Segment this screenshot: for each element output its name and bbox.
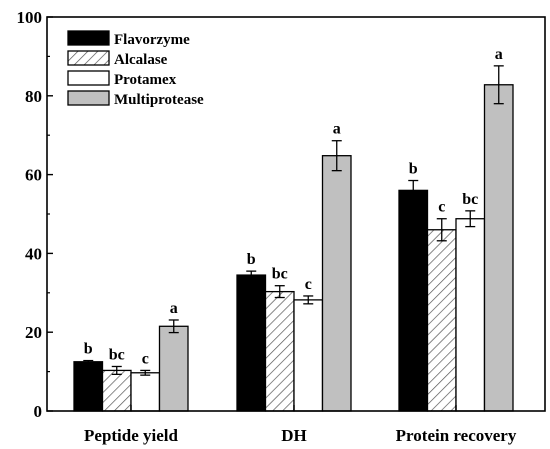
x-tick-label: DH — [281, 426, 307, 445]
bar-flavorzyme — [73, 361, 104, 412]
bar-protamex — [293, 299, 324, 412]
significance-label: bc — [462, 191, 478, 208]
significance-label: c — [142, 350, 149, 367]
bar-protamex — [130, 372, 161, 412]
bar-flavorzyme — [236, 274, 267, 412]
bar-flavorzyme — [398, 189, 429, 412]
significance-label: a — [333, 121, 341, 138]
legend-swatch — [67, 50, 110, 66]
legend-swatch — [67, 70, 110, 86]
bar-multiprotease — [158, 325, 189, 412]
bar-alcalase — [264, 290, 295, 412]
legend-label: Multiprotease — [114, 92, 204, 108]
y-tick-label: 0 — [34, 402, 43, 421]
significance-label: b — [84, 341, 93, 358]
legend-label: Flavorzyme — [114, 32, 190, 48]
legend-label: Alcalase — [114, 52, 168, 68]
significance-label: bc — [272, 266, 288, 283]
significance-label: c — [305, 276, 312, 293]
legend-label: Protamex — [114, 72, 177, 88]
x-tick-label: Peptide yield — [84, 426, 179, 445]
significance-label: b — [247, 251, 256, 268]
bar-alcalase — [101, 369, 132, 412]
bar-multiprotease — [321, 155, 352, 412]
y-tick-label: 40 — [25, 244, 42, 263]
x-tick-label: Protein recovery — [396, 426, 517, 445]
significance-label: a — [495, 46, 503, 63]
plot-frame — [46, 16, 546, 412]
y-tick-label: 100 — [17, 8, 43, 27]
legend: Flavorzyme Alcalase Protamex Multiprotease — [67, 30, 204, 108]
y-tick-label: 60 — [25, 166, 42, 185]
legend-swatch — [67, 90, 110, 106]
bar-alcalase — [426, 229, 457, 412]
legend-swatch — [67, 30, 110, 46]
y-tick-label: 80 — [25, 87, 42, 106]
bar-protamex — [455, 218, 486, 412]
bar-multiprotease — [483, 84, 514, 412]
y-tick-label: 20 — [25, 323, 42, 342]
significance-label: c — [438, 199, 445, 216]
significance-label: b — [409, 161, 418, 178]
significance-label: a — [170, 300, 178, 317]
significance-label: bc — [109, 346, 125, 363]
